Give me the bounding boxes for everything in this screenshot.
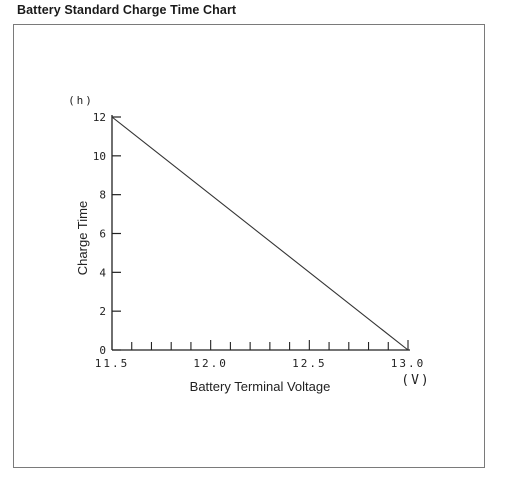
y-tick-label: 8	[99, 189, 106, 202]
series-line	[111, 116, 409, 351]
y-axis-unit: (h)	[68, 94, 94, 107]
x-tick-label: 12.0	[193, 357, 228, 370]
x-axis-unit: (V)	[401, 373, 430, 388]
y-tick-label: 10	[93, 150, 106, 163]
chart-marks	[111, 116, 409, 351]
x-tick-label: 11.5	[95, 357, 130, 370]
chart-labels: 0 2 4 6 8 10 12 11.5 12.0 12.5 13.0 Battery Termina…	[68, 94, 430, 394]
y-tick-label: 0	[99, 344, 106, 357]
y-tick-label: 12	[93, 111, 106, 124]
chart-frame	[13, 24, 485, 468]
x-tick-label: 12.5	[292, 357, 327, 370]
x-tick-label: 13.0	[391, 357, 426, 370]
y-tick-label: 2	[99, 305, 106, 318]
y-tick-label: 4	[99, 266, 106, 279]
y-tick-label: 6	[99, 228, 106, 241]
x-axis-title: Battery Terminal Voltage	[190, 379, 331, 394]
chart-axes	[111, 115, 410, 351]
y-axis-title: Charge Time	[75, 201, 90, 275]
page-title: Battery Standard Charge Time Chart	[17, 3, 237, 17]
